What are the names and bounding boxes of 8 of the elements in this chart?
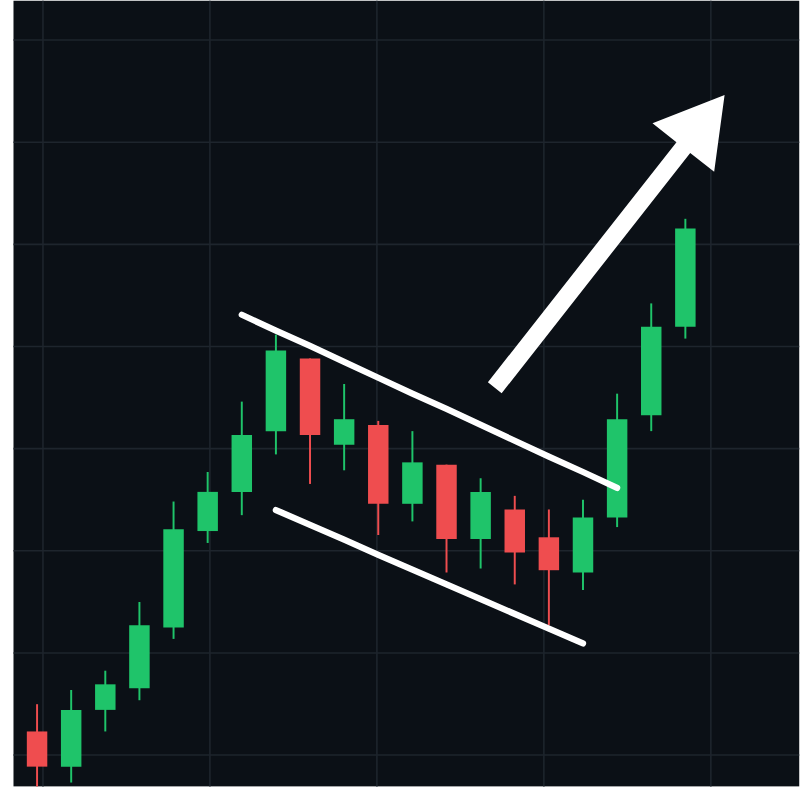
- candlestick: [470, 477, 491, 570]
- candlestick: [95, 669, 116, 733]
- candlestick: [26, 703, 48, 788]
- candlestick: [402, 430, 423, 523]
- candlestick: [538, 508, 560, 627]
- candlestick: [333, 383, 355, 472]
- candlestick: [197, 471, 218, 544]
- candlestick: [504, 494, 525, 586]
